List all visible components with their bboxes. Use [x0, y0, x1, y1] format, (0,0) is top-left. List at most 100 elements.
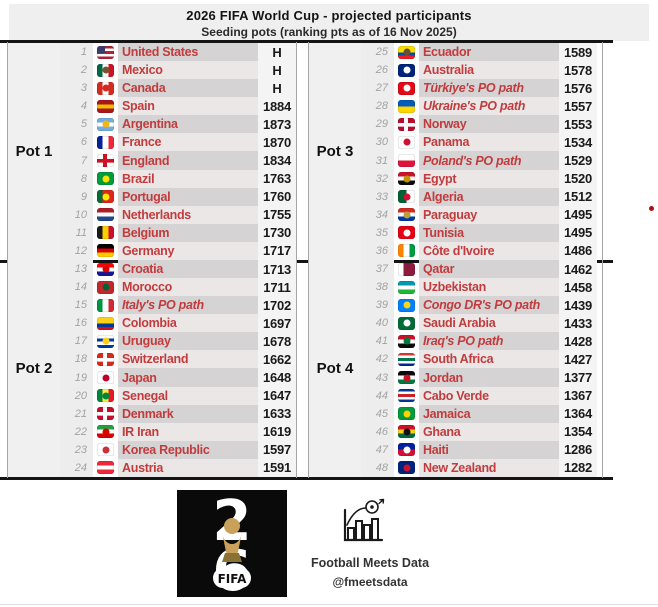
brand-name: Football Meets Data — [310, 556, 430, 570]
flag-icon — [398, 461, 415, 475]
points-value: 1760 — [258, 187, 296, 206]
rank-cell: 17 — [60, 332, 93, 351]
rank-cell: 8 — [60, 169, 93, 188]
country-name: Ukraine's PO path — [419, 97, 559, 116]
points-value: 1578 — [559, 61, 597, 80]
flag-cell — [394, 387, 419, 405]
rank-cell: 28 — [361, 97, 394, 116]
table-row: 34 Paraguay 1495 — [361, 205, 597, 224]
rank-cell: 7 — [60, 151, 93, 170]
flag-icon — [97, 461, 114, 475]
flag-icon — [398, 443, 415, 457]
pot-1-label-cell: Pot 1 — [8, 43, 60, 260]
table-row: 43 Jordan 1377 — [361, 368, 597, 387]
country-name: Haiti — [419, 440, 559, 459]
flag-icon — [398, 262, 415, 276]
table-row: 6 France 1870 — [60, 133, 296, 152]
rank-cell: 3 — [60, 79, 93, 98]
country-name: Cabo Verde — [419, 386, 559, 405]
rank-cell: 38 — [361, 278, 394, 297]
flag-cell — [93, 260, 118, 278]
flag-emblem — [102, 175, 109, 183]
table-row: 14 Morocco 1711 — [60, 278, 296, 297]
flag-icon — [398, 63, 415, 77]
points-value: 1619 — [258, 422, 296, 441]
table-row: 9 Portugal 1760 — [60, 187, 296, 206]
table-row: 11 Belgium 1730 — [60, 223, 296, 242]
rank-cell: 42 — [361, 350, 394, 369]
flag-canton — [97, 45, 105, 53]
flag-emblem — [403, 48, 410, 56]
country-name: France — [118, 133, 258, 152]
table-row: 18 Switzerland 1662 — [60, 350, 296, 369]
rank-cell: 31 — [361, 151, 394, 170]
flag-icon — [97, 371, 114, 384]
points-value: 1870 — [258, 133, 296, 152]
points-value: 1282 — [559, 458, 597, 477]
points-value: 1711 — [258, 278, 296, 297]
points-value: 1576 — [559, 79, 597, 98]
points-value: 1458 — [559, 278, 597, 297]
flag-cell — [394, 423, 419, 441]
points-value: 1697 — [258, 314, 296, 333]
divider-top — [0, 40, 613, 43]
flag-icon — [398, 280, 415, 294]
flag-cell — [93, 296, 118, 314]
pot-label: Pot 1 — [15, 143, 53, 160]
flag-icon — [398, 81, 415, 95]
fifa-2026-logo: 2 6 FIFA — [177, 489, 287, 604]
rank-cell: 37 — [361, 260, 394, 279]
trophy-icon — [222, 518, 242, 562]
table-edge-line — [296, 42, 297, 478]
rank-cell: 26 — [361, 61, 394, 80]
rank-cell: 46 — [361, 422, 394, 441]
flag-cell — [93, 151, 118, 169]
country-name: Ecuador — [419, 43, 559, 62]
table-row: 42 South Africa 1427 — [361, 350, 597, 369]
table-row: 32 Egypt 1520 — [361, 169, 597, 188]
flag-cell — [394, 206, 419, 224]
flag-cell — [394, 296, 419, 314]
country-name: Côte d'Ivoire — [419, 241, 559, 260]
flag-cell — [394, 314, 419, 332]
points-value: 1520 — [559, 169, 597, 188]
flag-emblem — [403, 374, 410, 381]
flag-cell — [93, 459, 118, 477]
flag-cell — [394, 459, 419, 477]
table-row: 16 Colombia 1697 — [60, 314, 296, 333]
flag-cell — [394, 405, 419, 423]
flag-cell — [394, 170, 419, 188]
table-row: 5 Argentina 1873 — [60, 115, 296, 134]
pot-2-rows: 13 Croatia 1713 14 Morocco 1711 15 Italy's PO p… — [60, 260, 296, 477]
rank-cell: 9 — [60, 187, 93, 206]
rank-cell: 27 — [361, 79, 394, 98]
table-row: 30 Panama 1534 — [361, 133, 597, 152]
points-value: 1433 — [559, 314, 597, 333]
flag-cell — [394, 368, 419, 386]
pot-label: Pot 4 — [316, 360, 354, 377]
flag-icon — [398, 334, 415, 348]
rank-cell: 40 — [361, 314, 394, 333]
flag-icon — [97, 443, 114, 457]
flag-emblem — [403, 428, 410, 436]
country-name: Egypt — [419, 169, 559, 188]
flag-cell — [394, 97, 419, 115]
pot-label: Pot 3 — [316, 143, 354, 160]
country-name: Argentina — [118, 115, 258, 134]
points-value: 1713 — [258, 260, 296, 279]
flag-cell — [93, 441, 118, 459]
rank-cell: 29 — [361, 115, 394, 134]
points-value: H — [258, 43, 296, 62]
flag-icon — [398, 425, 415, 439]
flag-icon — [398, 352, 415, 366]
flag-emblem — [102, 193, 109, 201]
country-name: Belgium — [118, 223, 258, 242]
flag-cell — [394, 260, 419, 278]
flag-emblem — [102, 374, 109, 381]
flag-icon — [97, 117, 114, 131]
points-value: 1763 — [258, 169, 296, 188]
country-name: Denmark — [118, 404, 258, 423]
rank-cell: 24 — [60, 458, 93, 477]
table-row: 44 Cabo Verde 1367 — [361, 386, 597, 405]
flag-icon — [97, 208, 114, 222]
